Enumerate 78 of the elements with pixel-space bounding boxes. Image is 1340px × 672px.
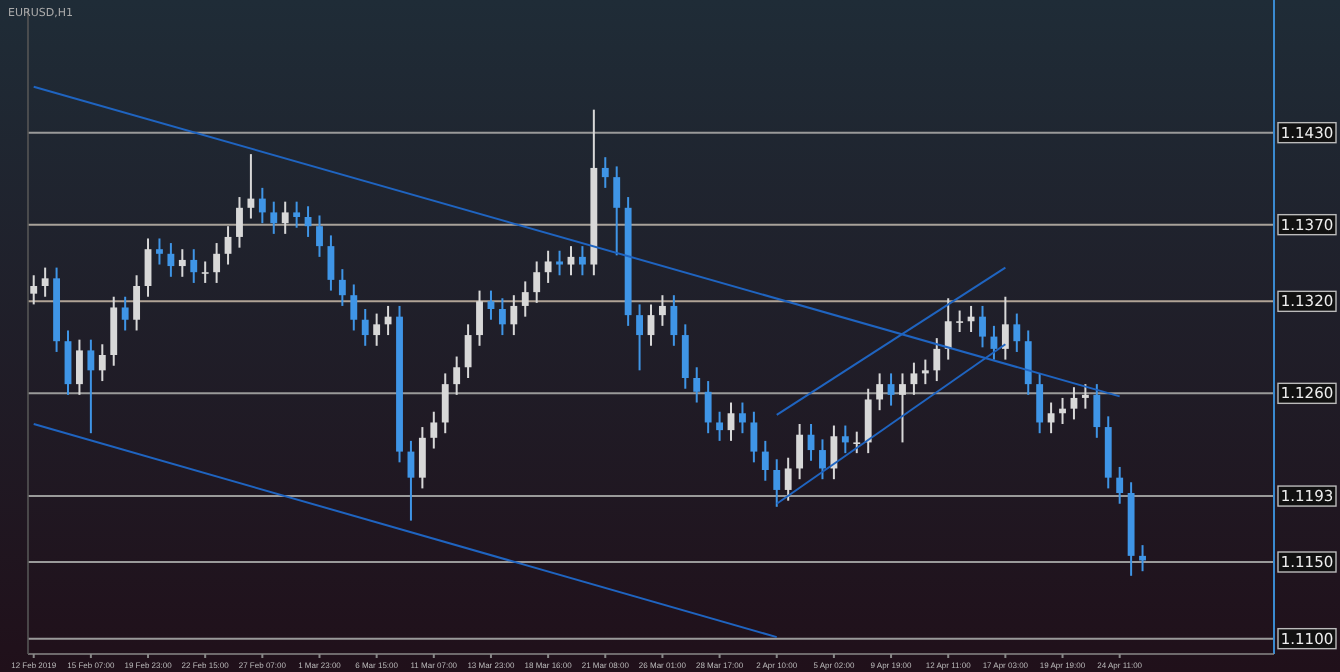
candlestick: [1116, 465, 1124, 505]
candlestick: [350, 283, 358, 332]
candlestick: [418, 426, 426, 490]
candlestick: [956, 309, 964, 333]
candlestick: [338, 268, 346, 307]
candlestick: [761, 439, 769, 482]
candlestick: [327, 234, 335, 292]
candlestick: [567, 245, 575, 277]
candlestick: [613, 165, 621, 257]
candlestick: [293, 200, 301, 229]
candlestick: [30, 274, 38, 306]
candlestick: [373, 312, 381, 347]
candlestick: [693, 366, 701, 404]
candlestick: [476, 289, 483, 347]
candlestick: [716, 410, 724, 442]
candlestick: [441, 372, 449, 435]
candlestick: [1013, 312, 1021, 353]
candlestick: [1001, 295, 1009, 361]
candlestick: [487, 289, 495, 321]
candlestick: [98, 343, 106, 383]
candlestick: [899, 372, 906, 444]
candlestick: [121, 295, 129, 332]
candlestick: [384, 304, 392, 337]
candlestick: [750, 410, 758, 464]
candlestick: [521, 280, 529, 318]
candlestick: [361, 308, 369, 347]
candlestick: [681, 323, 689, 390]
candlestick: [784, 456, 792, 502]
candlestick: [247, 153, 255, 220]
candlestick: [87, 338, 95, 435]
candlestick: [270, 200, 278, 235]
candlestick: [76, 338, 83, 396]
candlestick: [110, 295, 118, 367]
candlestick: [819, 438, 826, 481]
candlestick: [258, 186, 266, 225]
candlestick: [578, 245, 586, 277]
candlestick: [156, 237, 163, 266]
candlestick: [796, 423, 804, 481]
candlestick: [921, 358, 929, 386]
candlestick: [830, 424, 838, 481]
candlestick: [1081, 383, 1089, 410]
candlestick: [773, 458, 781, 508]
candlestick: [853, 430, 861, 455]
candlestick: [236, 196, 243, 249]
candlestick: [1024, 329, 1032, 396]
candlestick: [739, 401, 746, 435]
candlestick: [213, 242, 221, 284]
candlestick: [933, 337, 941, 383]
candlestick: [430, 410, 438, 450]
candlestick: [979, 304, 986, 349]
candlestick: [178, 248, 186, 278]
candlestick: [453, 355, 461, 396]
candlestick: [510, 294, 518, 337]
candlestick: [167, 242, 175, 278]
candlestick: [533, 260, 541, 304]
candlestick: [636, 303, 643, 372]
candlestick: [876, 372, 884, 412]
candlestick: [1047, 401, 1055, 435]
candlestick: [41, 266, 49, 298]
candlestick: [133, 274, 141, 332]
candlestick: [704, 380, 712, 435]
candlestick: [316, 214, 323, 258]
candlestick: [498, 297, 506, 337]
candlestick: [201, 260, 209, 284]
candlestick: [910, 361, 918, 396]
candlestick: [659, 294, 666, 327]
candlestick: [670, 294, 678, 347]
candlestick: [281, 200, 289, 235]
candlestick: [464, 323, 472, 379]
candlestick: [544, 249, 552, 284]
candlestick: [864, 387, 872, 455]
candlestick: [841, 424, 849, 455]
candlestick: [1093, 383, 1101, 439]
candlestick: [556, 249, 563, 277]
candlestick: [190, 248, 198, 284]
candlestick: [601, 156, 609, 189]
candlestick: [944, 297, 952, 361]
candlestick: [1036, 372, 1044, 435]
